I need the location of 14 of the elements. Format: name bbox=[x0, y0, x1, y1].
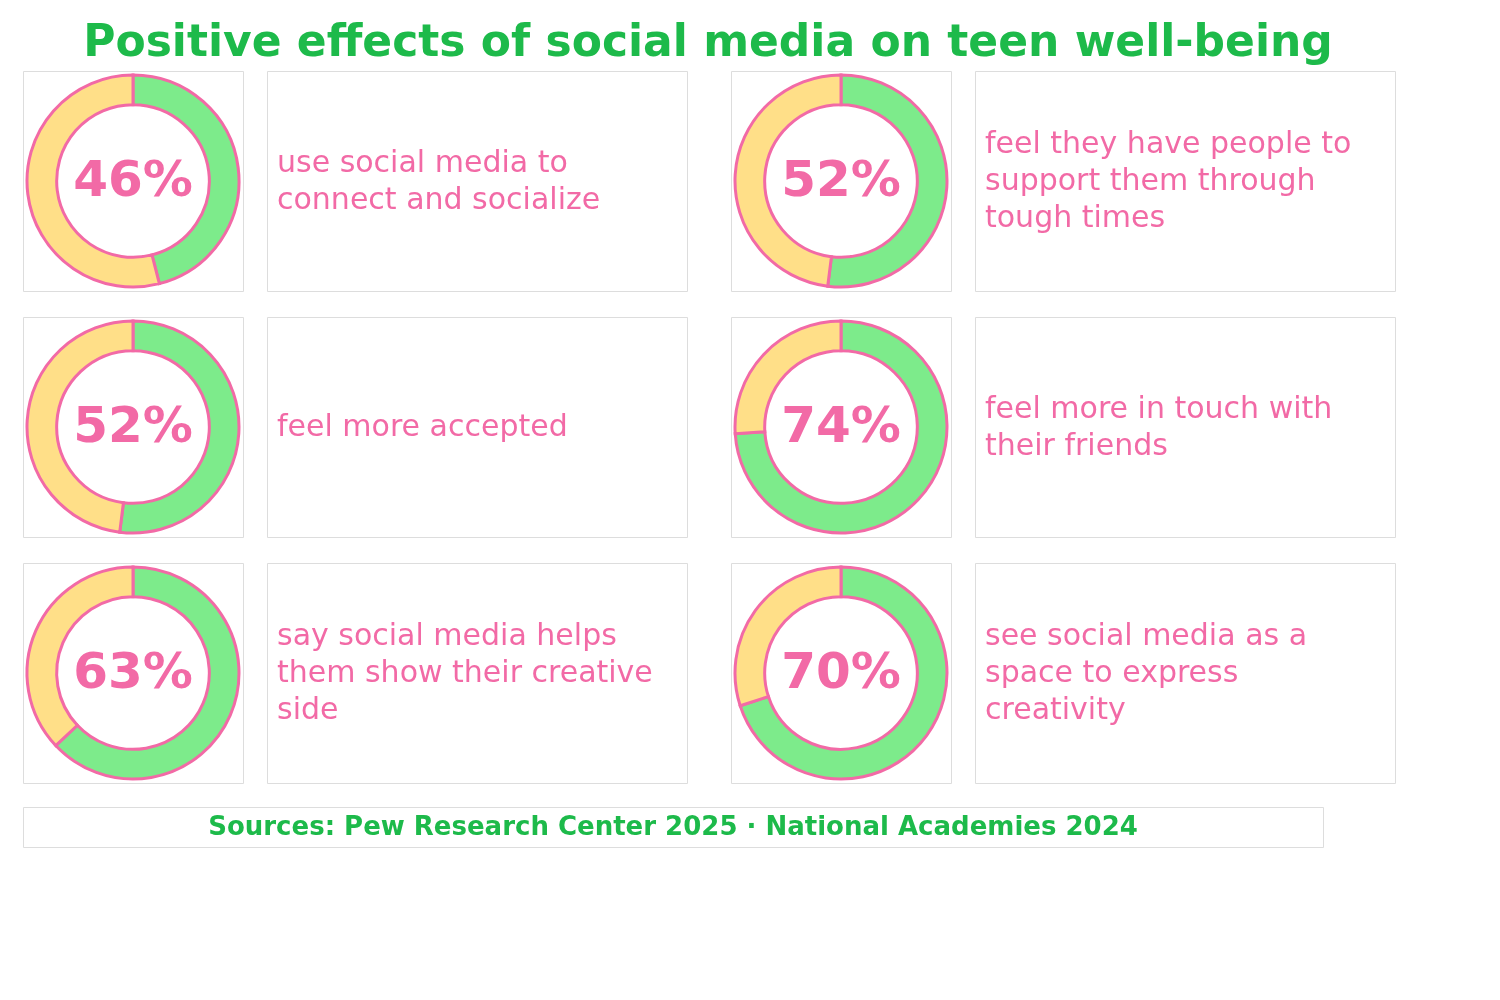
text: Positive effects of social media on teen well-being bbox=[83, 14, 1333, 66]
data-label: 74% bbox=[781, 396, 901, 454]
source-note: Sources: Pew Research Center 2025 · National Academies 2024 bbox=[208, 811, 1138, 841]
data-label: 46% bbox=[73, 150, 193, 208]
text: feel more in touch with their friends bbox=[985, 389, 1333, 462]
text: see social media as a space to express creativity bbox=[985, 617, 1308, 726]
text: use social media to connect and socialize bbox=[277, 143, 601, 216]
text: feel more accepted bbox=[277, 408, 568, 443]
text: feel they have people to support them through tough times bbox=[985, 125, 1352, 234]
data-label: 70% bbox=[781, 642, 901, 700]
text: say social media helps them show their creative side bbox=[277, 617, 653, 726]
data-label: 52% bbox=[73, 396, 193, 454]
data-label: 63% bbox=[73, 642, 193, 700]
data-label: 52% bbox=[781, 150, 901, 208]
